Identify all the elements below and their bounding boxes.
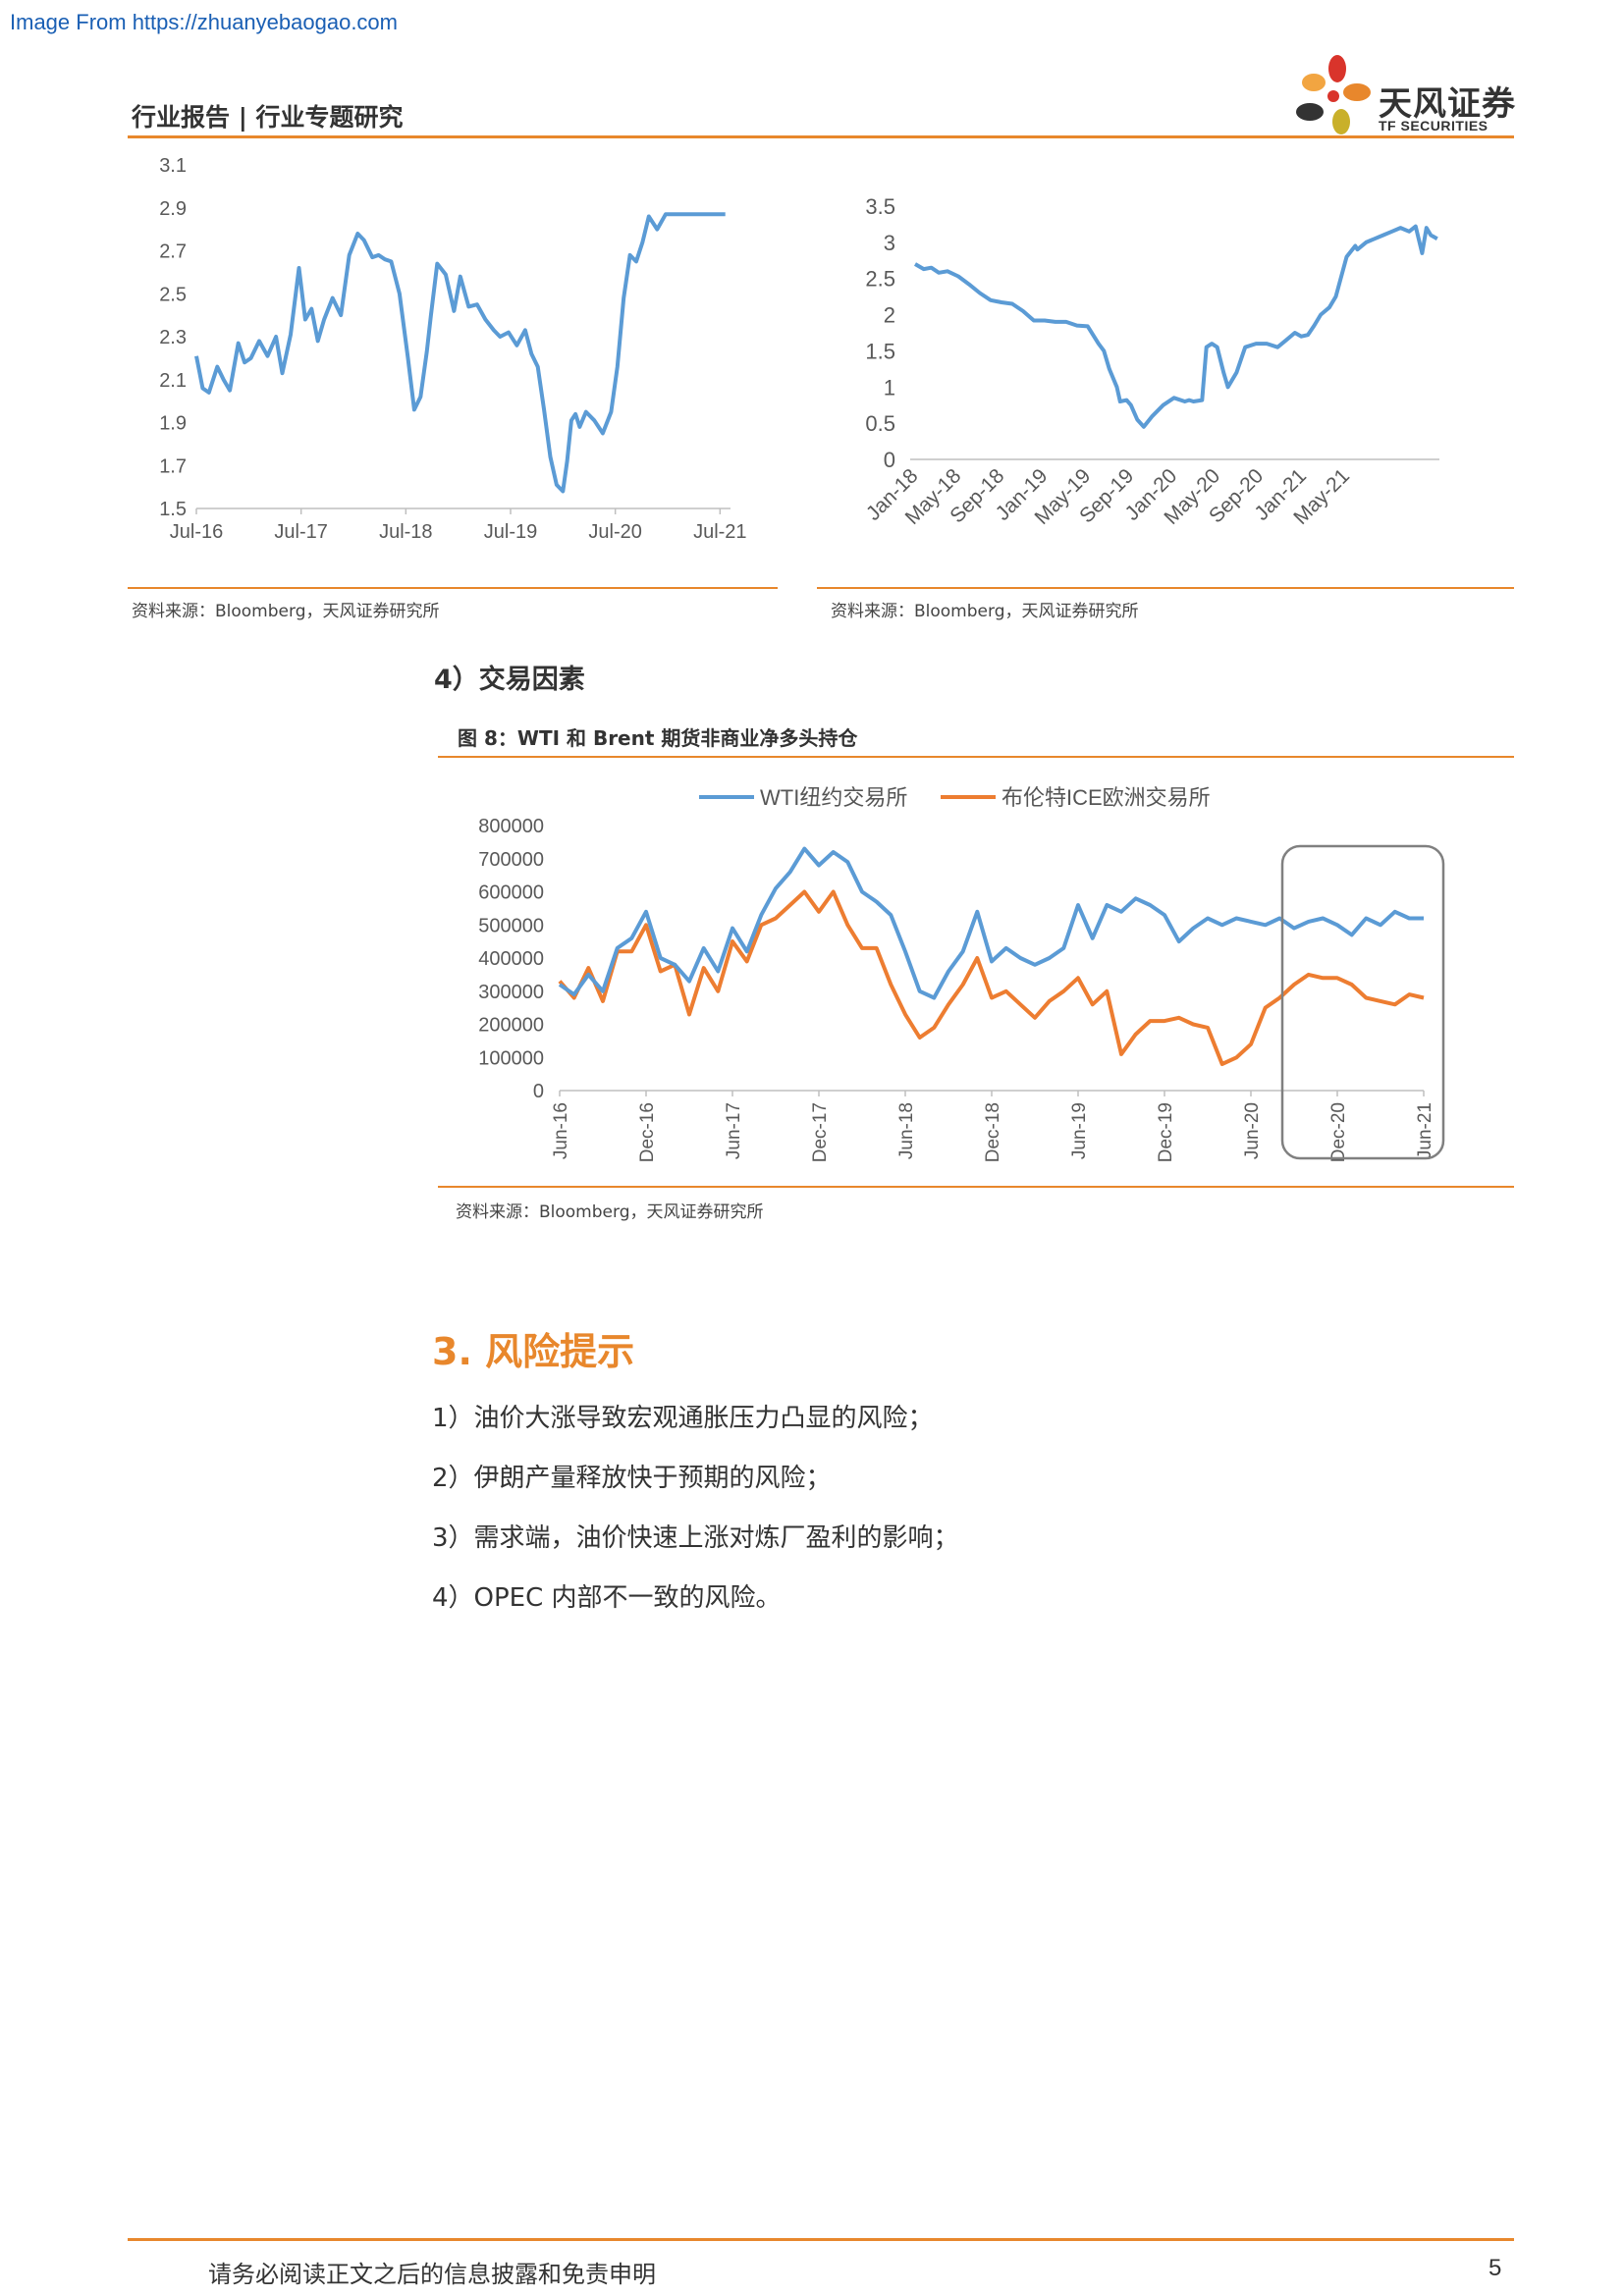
y-tick-label: 1.5: [865, 339, 895, 363]
y-tick-label: 700000: [478, 849, 544, 871]
x-tick-label: Dec-20: [1328, 1102, 1349, 1162]
report-category-title: 行业报告 | 行业专题研究: [132, 103, 404, 132]
y-tick-label: 1.5: [159, 499, 187, 520]
x-tick-label: Jun-16: [551, 1102, 571, 1159]
y-tick-label: 3: [884, 231, 895, 255]
series-line: [913, 224, 1438, 429]
y-tick-label: 1.7: [159, 455, 187, 477]
figure-top-rule: [438, 756, 1514, 758]
x-tick-label: Jul-21: [693, 521, 746, 543]
x-tick-label: Jun-21: [1415, 1102, 1435, 1159]
y-tick-label: 3.1: [159, 157, 187, 177]
x-tick-label: Jul-19: [484, 521, 537, 543]
x-tick-label: Jul-17: [274, 521, 327, 543]
y-tick-label: 1.9: [159, 413, 187, 435]
y-tick-label: 2.5: [159, 284, 187, 305]
logo-name-cn: 天风证券: [1379, 84, 1516, 124]
y-tick-label: 600000: [478, 882, 544, 904]
series-line-wti: [558, 846, 1424, 1000]
legend-brent: 布伦特ICE欧洲交易所: [1001, 785, 1211, 810]
y-tick-label: 2.5: [865, 267, 895, 292]
chart-positions: WTI纽约交易所 布伦特ICE欧洲交易所 0 100000 200000 300000…: [478, 785, 1445, 1162]
section-heading: 4）交易因素: [434, 665, 585, 695]
highlight-box: [1280, 844, 1445, 1160]
figure-title: 图 8：WTI 和 Brent 期货非商业净多头持仓: [458, 726, 858, 750]
chart-right-rule: [817, 587, 1514, 589]
watermark-text: Image From https://zhuanyebaogao.com: [10, 10, 398, 34]
y-tick-label: 2.7: [159, 241, 187, 263]
y-tick-label: 400000: [478, 948, 544, 970]
y-tick-label: 0.5: [865, 411, 895, 436]
x-tick-label: Jun-20: [1242, 1102, 1263, 1159]
footer-disclaimer: 请务必阅读正文之后的信息披露和免责申明: [208, 2261, 656, 2288]
figure-source: 资料来源：Bloomberg，天风证券研究所: [456, 1202, 764, 1222]
series-line: [194, 212, 726, 494]
x-tick-label: Jul-18: [379, 521, 432, 543]
x-tick-label: Dec-16: [637, 1102, 658, 1162]
x-tick-label: Jun-18: [896, 1102, 917, 1159]
x-tick-label: Dec-18: [983, 1102, 1003, 1162]
x-tick-label: Dec-17: [810, 1102, 831, 1162]
chart-right-source: 资料来源：Bloomberg，天风证券研究所: [831, 602, 1139, 621]
risk-section-title: 3. 风险提示: [432, 1330, 635, 1373]
y-tick-label: 100000: [478, 1047, 544, 1069]
y-tick-label: 800000: [478, 816, 544, 837]
series-line-brent: [558, 889, 1425, 1066]
y-tick-label: 0: [533, 1081, 544, 1102]
y-tick-label: 2.9: [159, 198, 187, 220]
risk-item-4: 4）OPEC 内部不一致的风险。: [432, 1583, 782, 1613]
tf-logo-icon: [1296, 55, 1371, 134]
footer-rule: [128, 2238, 1514, 2241]
y-tick-label: 3.5: [865, 194, 895, 219]
y-tick-label: 1: [884, 375, 895, 400]
chart-left: 1.5 1.7 1.9 2.1 2.3 2.5 2.7 2.9 3.1 Jul-16 Jul-17…: [159, 157, 746, 543]
x-tick-label: Jun-17: [724, 1102, 744, 1159]
y-tick-label: 500000: [478, 915, 544, 936]
chart-left-source: 资料来源：Bloomberg，天风证券研究所: [132, 602, 440, 621]
chart-left-rule: [128, 587, 778, 589]
x-tick-label: Jul-20: [588, 521, 641, 543]
logo-name-en: TF SECURITIES: [1379, 118, 1489, 133]
legend-wti: WTI纽约交易所: [760, 785, 907, 810]
y-tick-label: 2.3: [159, 327, 187, 348]
risk-item-2: 2）伊朗产量释放快于预期的风险；: [432, 1464, 832, 1493]
y-tick-label: 2.1: [159, 370, 187, 392]
x-tick-label: Jun-19: [1069, 1102, 1090, 1159]
x-tick-label: Dec-19: [1156, 1102, 1176, 1162]
chart-legend: WTI纽约交易所 布伦特ICE欧洲交易所: [699, 785, 1211, 810]
y-tick-label: 300000: [478, 982, 544, 1003]
y-tick-label: 200000: [478, 1015, 544, 1037]
figure-bottom-rule: [438, 1186, 1514, 1188]
chart-right: 00.511.522.533.5 Jan-18May-18Sep-18Jan-1…: [862, 194, 1439, 529]
x-tick-label: Jul-16: [170, 521, 223, 543]
risk-item-3: 3）需求端，油价快速上涨对炼厂盈利的影响；: [432, 1523, 959, 1553]
y-tick-label: 0: [884, 448, 895, 472]
risk-item-1: 1）油价大涨导致宏观通胀压力凸显的风险；: [432, 1404, 934, 1433]
header-rule: [128, 135, 1514, 138]
page-number: 5: [1489, 2255, 1502, 2281]
y-tick-label: 2: [884, 303, 895, 328]
